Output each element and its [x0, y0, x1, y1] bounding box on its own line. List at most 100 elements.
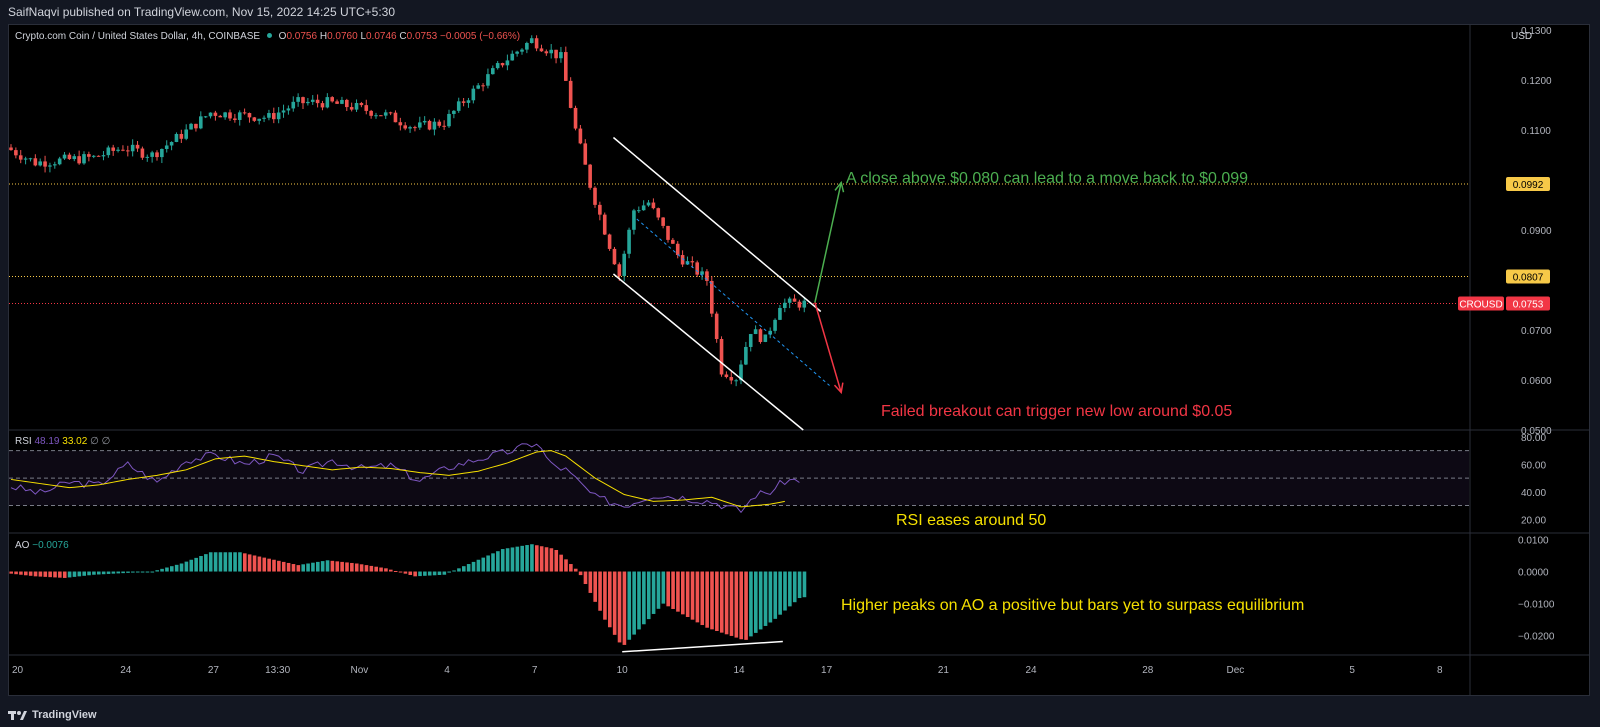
candle-body [233, 118, 237, 120]
candle-body [374, 115, 378, 117]
publisher-line: SaifNaqvi published on TradingView.com, … [8, 5, 396, 19]
time-tick-label: 8 [1437, 665, 1443, 676]
ao-bar [48, 571, 52, 578]
time-tick-label: 4 [444, 665, 450, 676]
candle-body [194, 123, 198, 129]
rsi-legend[interactable]: RSI 48.19 33.02 ∅ ∅ [15, 436, 110, 447]
ao-bar [515, 546, 520, 572]
ao-legend[interactable]: AO −0.0076 [15, 540, 69, 551]
candle-body [719, 339, 724, 375]
candle-body [573, 107, 578, 129]
candle-body [53, 164, 57, 166]
candle-body [150, 152, 154, 157]
ao-bar [174, 564, 179, 572]
ao-bar [539, 546, 544, 572]
ao-bar [384, 568, 388, 572]
ao-bar [685, 571, 690, 618]
candle-body [744, 346, 748, 365]
ao-bar [622, 571, 627, 645]
ao-bar [43, 571, 48, 577]
ao-bar [719, 571, 724, 633]
ao-bar [758, 571, 763, 630]
candle-body [486, 74, 490, 86]
candle-body [286, 108, 291, 111]
time-tick-label: Dec [1227, 665, 1245, 676]
candle-body [242, 112, 247, 114]
price-tick-label: 0.0600 [1521, 376, 1552, 387]
ao-bar [520, 545, 524, 572]
price-tick-label: 0.0500 [1521, 426, 1552, 437]
ao-bar [189, 559, 194, 572]
candle-body [28, 158, 33, 160]
candle-body [349, 107, 354, 110]
ao-bar [277, 560, 281, 572]
symbol-title: Crypto.com Coin / United States Dollar, … [15, 31, 261, 42]
ao-trend-line [622, 640, 783, 653]
candle-body [607, 234, 612, 249]
ao-bar [359, 564, 364, 572]
ao-bar [24, 571, 28, 576]
ao-tick-label: −0.0200 [1518, 632, 1555, 643]
ao-bar [72, 571, 77, 577]
candle-body [369, 110, 373, 116]
candle-body [671, 239, 675, 244]
candle-body [67, 154, 72, 160]
ao-bar [252, 555, 257, 572]
ao-bar [320, 561, 325, 572]
ao-bar [583, 571, 588, 585]
ao-bar [792, 571, 797, 603]
ao-bar [106, 571, 111, 574]
ao-bar [340, 561, 344, 572]
red-arrow-head [833, 382, 844, 395]
candle-body [437, 121, 442, 126]
candle-body [203, 116, 208, 118]
candle-body [675, 243, 680, 256]
market-status-dot [266, 33, 272, 38]
candle-body [714, 313, 719, 340]
candle-body [140, 148, 145, 158]
candle-body [306, 101, 310, 104]
ao-bar [510, 547, 515, 572]
currency-label: USD [1511, 31, 1533, 42]
candle-body [680, 255, 685, 265]
candle-body [223, 112, 227, 118]
time-tick-label: 21 [938, 665, 950, 676]
level-badge [1506, 177, 1550, 191]
footer[interactable]: TradingView [8, 709, 97, 721]
candle-body [96, 155, 101, 157]
ao-bar [442, 571, 447, 575]
ohlc-open: 0.0756 [286, 31, 318, 42]
ao-bar [471, 561, 476, 572]
candle-body [622, 253, 626, 276]
candle-body [695, 262, 699, 275]
candle-body [126, 150, 130, 152]
ao-bar [121, 571, 125, 574]
ao-bar [28, 571, 33, 576]
green-arrow-shaft [814, 182, 842, 303]
ao-bar [243, 553, 247, 572]
candle-body [495, 63, 500, 69]
candle-body [267, 113, 271, 118]
candle-body [393, 112, 398, 123]
ohlc-high: 0.0760 [327, 31, 358, 42]
ao-bar [671, 571, 675, 609]
candle-body [398, 122, 403, 126]
candle-body [359, 103, 364, 106]
candle-body [101, 155, 106, 157]
symbol-legend[interactable]: Crypto.com Coin / United States Dollar, … [15, 31, 520, 42]
candle-body [729, 377, 734, 381]
ao-bar [379, 567, 383, 572]
candle-body [705, 271, 709, 281]
price-tick-label: 0.0900 [1521, 226, 1552, 237]
tradingview-logo-icon [8, 711, 27, 720]
candle-body [325, 97, 330, 108]
ohlc-low: 0.0746 [366, 31, 397, 42]
ao-bar [681, 571, 685, 615]
candle-body [748, 334, 753, 347]
chart-area[interactable]: 0.1300 0.1200 0.1100 0.0900 0.0700 0.0600 0.05… [8, 24, 1590, 696]
ao-bar [364, 565, 369, 572]
candle-body [598, 204, 602, 215]
ao-bar [788, 571, 792, 607]
chart-svg[interactable]: 0.1300 0.1200 0.1100 0.0900 0.0700 0.0600 0.05… [9, 25, 1589, 695]
ao-bar [87, 571, 91, 576]
